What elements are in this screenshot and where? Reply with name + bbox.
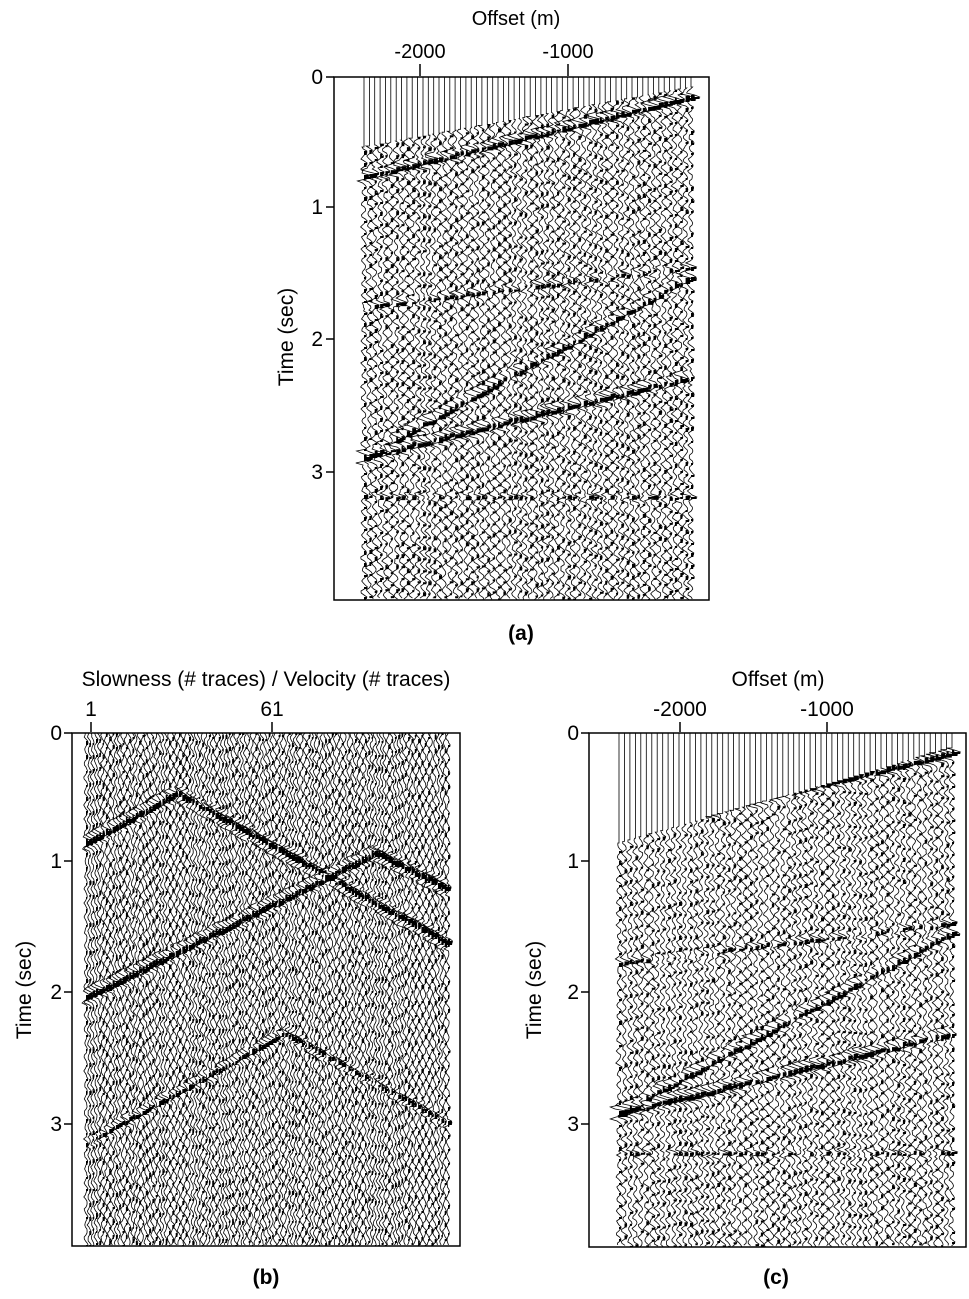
panel-c-y-tick-label: 0 [567,722,579,745]
panel-c-y-tick-label: 1 [567,850,579,873]
panel-b-caption: (b) [253,1266,280,1289]
panel-c-x-axis-label: Offset (m) [732,668,825,691]
panel-c-y-tick-label: 2 [567,981,579,1004]
panel-c-frame [588,732,967,1248]
panel-b-x-tick-label: 61 [260,698,283,721]
panel-c-caption: (c) [763,1266,789,1289]
panel-b-y-tick-label: 3 [50,1113,62,1136]
panel-a-y-tick-label: 1 [311,196,323,219]
panel-c-x-tick-label: -2000 [653,698,707,721]
panel-a-seismic-wiggles [355,77,701,600]
panel-a-y-tick-label: 0 [311,66,323,89]
panel-c-seismic-wiggles [608,733,962,1247]
panel-b: Slowness (# traces) / Velocity (# traces… [13,668,461,1289]
panel-b-y-axis-label: Time (sec) [13,941,36,1039]
panel-c-x-tick-label: -1000 [800,698,854,721]
panel-a-x-tick-label: -2000 [394,41,445,63]
panel-c: Offset (m) -2000 -1000 Time (sec) 0 1 2 … [523,668,967,1289]
panel-b-seismic-wiggles [81,733,453,1246]
panel-a-y-axis-label: Time (sec) [275,288,298,386]
panel-c-y-tick-label: 3 [567,1113,579,1136]
panel-a-y-tick-label: 2 [311,328,323,351]
panel-b-y-tick-label: 0 [50,722,62,745]
panel-a-frame [333,76,710,601]
panel-c-y-axis-label: Time (sec) [523,941,546,1039]
panel-b-frame [71,732,461,1247]
panel-a: Offset (m) -2000 -1000 Time (sec) 0 1 2 … [275,8,710,645]
panel-b-x-axis-label: Slowness (# traces) / Velocity (# traces… [82,668,451,691]
panel-b-y-tick-label: 2 [50,981,62,1004]
panel-a-y-tick-label: 3 [311,461,323,484]
panel-a-x-tick-label: -1000 [542,41,593,63]
panel-b-x-tick-label: 1 [85,698,97,721]
panel-b-y-tick-label: 1 [50,850,62,873]
panel-a-x-axis-label: Offset (m) [472,8,561,30]
panel-a-caption: (a) [508,622,534,645]
